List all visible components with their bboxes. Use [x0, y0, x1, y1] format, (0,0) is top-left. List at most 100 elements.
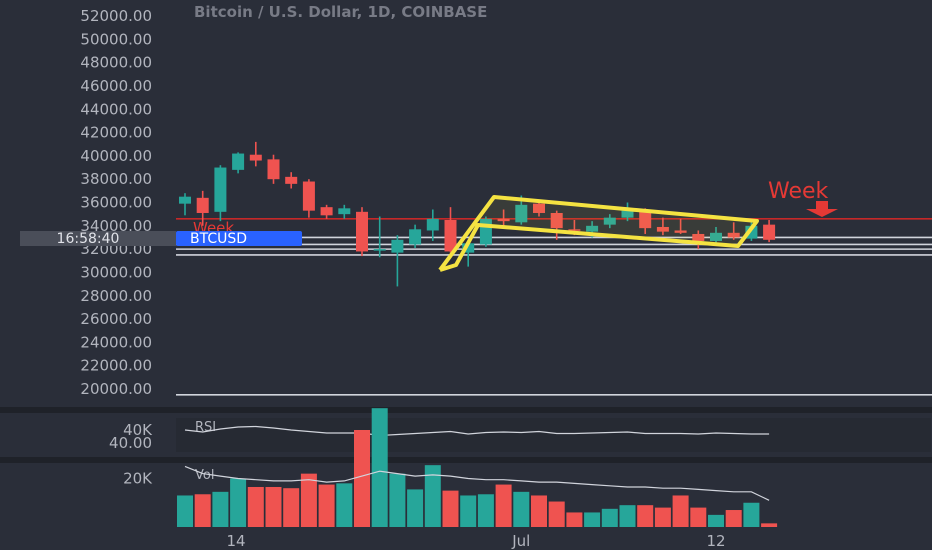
price-tick-label: 28000.00: [80, 287, 152, 305]
time-tick-label: 14: [226, 532, 245, 550]
volume-bar: [247, 486, 264, 527]
candle-body: [763, 224, 776, 240]
volume-bar: [336, 483, 353, 527]
candle-body: [444, 219, 457, 252]
price-tick-label: 38000.00: [80, 170, 152, 188]
candle-body: [267, 159, 280, 180]
volume-bar: [230, 478, 247, 527]
candle-body: [232, 153, 245, 170]
volume-bar: [407, 489, 424, 527]
volume-bar: [601, 508, 618, 527]
volume-bar: [637, 505, 654, 527]
candle-body: [674, 230, 687, 233]
volume-bar: [283, 488, 300, 527]
candle-body: [586, 225, 599, 232]
volume-bar: [708, 514, 724, 527]
time-tag: [20, 231, 176, 246]
price-tick-label: 46000.00: [80, 77, 152, 95]
volume-label: Vol: [195, 468, 214, 483]
candle-body: [568, 229, 581, 231]
candle-body: [373, 249, 386, 251]
candle-body: [426, 218, 439, 231]
volume-bar: [495, 484, 512, 527]
volume-bar: [531, 495, 547, 527]
symbol-tag-label: BTCUSD: [190, 231, 247, 247]
price-tick-label: 50000.00: [80, 30, 152, 48]
candle-body: [710, 232, 722, 241]
volume-bar: [584, 512, 601, 527]
volume-bar: [548, 501, 565, 527]
symbol-tag[interactable]: [176, 231, 302, 246]
volume-bar: [460, 495, 477, 527]
week-label: Week: [768, 179, 829, 204]
volume-bar: [424, 465, 441, 527]
week-arrow-head: [806, 209, 838, 217]
candle-body: [179, 196, 191, 204]
price-tick-label: 40000.00: [80, 147, 152, 165]
volume-bar: [354, 430, 370, 527]
volume-bar: [672, 495, 689, 527]
candle-body: [320, 207, 333, 216]
rsi-tick-label: 40.00: [109, 434, 152, 452]
candle-body: [533, 203, 545, 213]
volume-bar: [442, 490, 459, 527]
week-arrow-shaft: [816, 201, 828, 209]
candle-body: [196, 197, 209, 213]
rsi-label: RSI: [195, 420, 216, 435]
price-tick-label: 30000.00: [80, 263, 152, 281]
candle-body: [550, 212, 563, 229]
volume-bar: [265, 486, 282, 527]
volume-bar: [212, 491, 229, 527]
price-tick-label: 22000.00: [80, 357, 152, 375]
candle-body: [391, 239, 404, 253]
volume-bar: [690, 507, 707, 527]
candle-body: [621, 210, 634, 218]
candle-body: [497, 218, 510, 222]
volume-bar: [389, 473, 406, 527]
rsi-line: [184, 425, 770, 437]
volume-bar: [177, 495, 193, 527]
pane-separator: [0, 407, 932, 413]
candle-body: [462, 243, 475, 253]
volume-bar: [513, 491, 530, 527]
price-tick-label: 26000.00: [80, 310, 152, 328]
time-tag-label: 16:58:40: [57, 231, 120, 247]
price-tick-label: 20000.00: [80, 380, 152, 398]
volume-bar: [318, 484, 335, 527]
candle-body: [692, 233, 705, 241]
candle-body: [409, 229, 422, 245]
candle-body: [356, 211, 368, 252]
candle-body: [249, 154, 262, 161]
flag-channel-fill: [478, 197, 757, 246]
time-tick-label: 12: [706, 532, 725, 550]
volume-bar: [300, 473, 317, 527]
volume-bar: [619, 505, 636, 527]
candle-body: [639, 211, 652, 229]
price-tick-label: 44000.00: [80, 100, 152, 118]
rsi-pane[interactable]: [176, 418, 931, 452]
price-tick-label: 36000.00: [80, 194, 152, 212]
volume-tick-label: 40K: [123, 421, 153, 439]
price-tick-label: 48000.00: [80, 54, 152, 72]
volume-bar: [725, 510, 742, 527]
candle-body: [603, 217, 616, 225]
volume-bar: [743, 502, 760, 527]
candle-body: [727, 232, 740, 238]
flag-pattern-outline[interactable]: [438, 195, 759, 272]
price-tick-label: 42000.00: [80, 124, 152, 142]
candle-body: [302, 181, 315, 211]
volume-tick-label: 20K: [123, 470, 153, 488]
candle-body: [285, 176, 298, 184]
candle-body: [515, 204, 528, 223]
volume-bar: [566, 512, 583, 527]
volume-bar: [371, 408, 388, 527]
pane-separator: [0, 457, 932, 463]
price-tick-label: 34000.00: [80, 217, 152, 235]
candle-body: [656, 226, 669, 232]
volume-ma-line: [184, 465, 770, 501]
volume-bar: [761, 523, 778, 527]
time-tick-label: Jul: [511, 532, 530, 550]
chart-title: Bitcoin / U.S. Dollar, 1D, COINBASE: [194, 3, 487, 21]
